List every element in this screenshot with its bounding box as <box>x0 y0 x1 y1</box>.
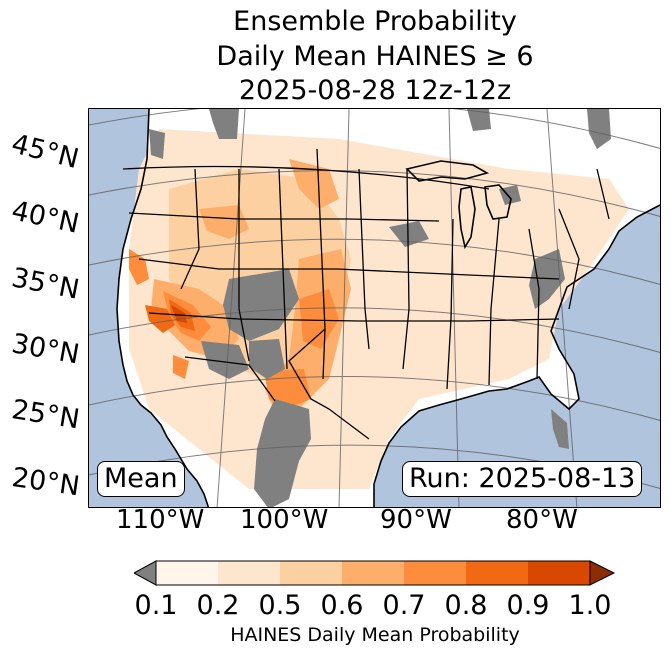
lat-label-45: 45°N <box>8 128 82 176</box>
colorbar-tick-6: 0.9 <box>506 590 550 621</box>
colorbar-tick-1: 0.2 <box>196 590 240 621</box>
colorbar-under-triangle <box>134 560 157 586</box>
lon-label-90: 90°W <box>380 505 452 535</box>
colorbar-bin-7 <box>528 561 590 585</box>
colorbar-bin-2 <box>218 561 280 585</box>
graticule <box>89 109 660 507</box>
colorbar-tick-3: 0.6 <box>320 590 364 621</box>
colorbar <box>134 560 616 586</box>
lat-label-30: 30°N <box>9 328 82 371</box>
colorbar-tick-7: 1.0 <box>568 590 612 621</box>
colorbar-bin-4 <box>342 561 404 585</box>
colorbar-bin-3 <box>280 561 342 585</box>
colorbar-bin-5 <box>404 561 466 585</box>
lat-label-25: 25°N <box>9 394 82 436</box>
title-line-3: 2025-08-28 12z-12z <box>238 75 512 106</box>
colorbar-tick-0: 0.1 <box>134 590 178 621</box>
colorbar-over-triangle <box>589 560 616 586</box>
state-borders <box>122 148 610 440</box>
coastline <box>116 109 660 507</box>
statistic-label: Mean <box>97 461 185 497</box>
map-panel <box>88 108 661 508</box>
lon-label-110: 110°W <box>116 505 205 535</box>
colorbar-bin-1 <box>156 561 218 585</box>
colorbar-bin-6 <box>466 561 528 585</box>
low-probability-areas <box>149 109 611 507</box>
colorbar-tick-4: 0.7 <box>382 590 426 621</box>
colorbar-label: HAINES Daily Mean Probability <box>230 624 520 646</box>
lon-label-100: 100°W <box>240 505 329 535</box>
map-svg <box>89 109 660 507</box>
lat-label-40: 40°N <box>8 195 82 240</box>
lat-label-20: 20°N <box>9 462 82 503</box>
colorbar-frame <box>155 560 591 586</box>
run-date-label: Run: 2025-08-13 <box>402 461 643 497</box>
lat-label-35: 35°N <box>9 262 82 306</box>
lon-label-80: 80°W <box>506 505 578 535</box>
title-line-2: Daily Mean HAINES ≥ 6 <box>216 41 534 72</box>
colorbar-tick-5: 0.8 <box>444 590 488 621</box>
title-line-1: Ensemble Probability <box>233 6 517 37</box>
colorbar-tick-2: 0.5 <box>258 590 302 621</box>
